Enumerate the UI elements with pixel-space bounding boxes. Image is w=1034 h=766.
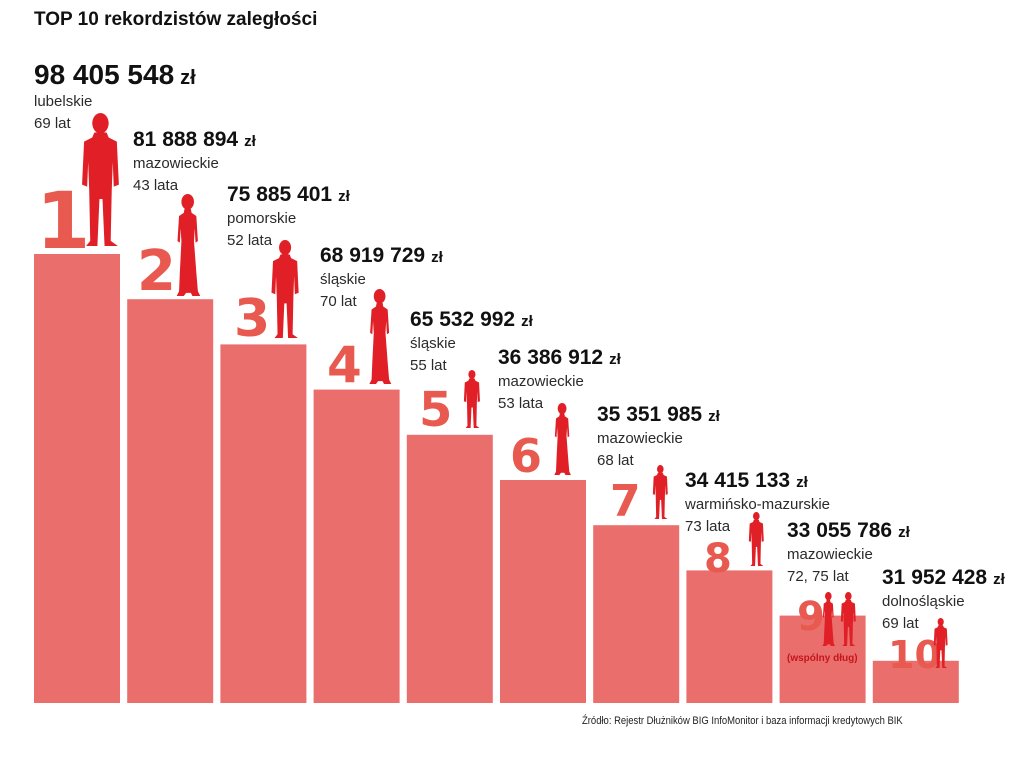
currency-label: zł <box>180 67 196 89</box>
region-label: mazowieckie <box>498 373 584 390</box>
bar-rank-2 <box>127 299 214 703</box>
region-label: pomorskie <box>227 210 296 227</box>
rank-number: 8 <box>704 536 732 582</box>
shared-debt-note: (wspólny dług) <box>787 653 858 664</box>
currency-label: zł <box>708 408 721 425</box>
currency-label: zł <box>244 133 257 150</box>
amount-label: 33 055 786 <box>787 519 892 542</box>
rank-number: 5 <box>419 382 452 438</box>
age-label: 68 lat <box>597 452 635 469</box>
woman-figure-icon <box>176 194 201 296</box>
woman-figure-icon <box>822 592 835 646</box>
amount-label: 31 952 428 <box>882 566 987 589</box>
age-label: 73 lata <box>685 518 731 535</box>
region-label: dolnośląskie <box>882 593 965 610</box>
rank-number: 7 <box>610 476 641 527</box>
amount-label: 75 885 401 <box>227 183 332 206</box>
currency-label: zł <box>338 188 351 205</box>
currency-label: zł <box>898 524 911 541</box>
rank-number: 1 <box>36 177 90 267</box>
bar-rank-6 <box>500 480 586 703</box>
rank-number: 10 <box>888 633 941 677</box>
region-label: mazowieckie <box>787 546 873 563</box>
man-figure-icon <box>933 618 948 668</box>
region-label: mazowieckie <box>597 430 683 447</box>
woman-figure-icon <box>554 403 571 475</box>
source-note: Źródło: Rejestr Dłużników BIG InfoMonito… <box>582 715 903 727</box>
bar-rank-8 <box>686 570 773 703</box>
region-label: lubelskie <box>34 93 92 110</box>
amount-label: 68 919 729 <box>320 244 425 267</box>
age-label: 69 lat <box>34 115 72 132</box>
rank-number: 6 <box>510 429 542 483</box>
currency-label: zł <box>609 351 622 368</box>
amount-label: 98 405 548 <box>34 59 174 90</box>
man-figure-icon <box>463 370 480 428</box>
man-figure-icon <box>840 592 856 646</box>
man-figure-icon <box>748 512 764 566</box>
bar-rank-5 <box>406 434 493 703</box>
region-label: warmińsko-mazurskie <box>684 496 830 513</box>
region-label: śląskie <box>320 271 366 288</box>
currency-label: zł <box>796 474 809 491</box>
currency-label: zł <box>431 249 444 266</box>
bar-rank-7 <box>593 525 680 703</box>
amount-label: 81 888 894 <box>133 128 238 151</box>
amount-label: 34 415 133 <box>685 469 790 492</box>
rank-number: 9 <box>797 594 825 640</box>
currency-label: zł <box>521 313 534 330</box>
woman-figure-icon <box>369 289 392 384</box>
man-figure-icon <box>82 113 119 246</box>
age-label: 53 lata <box>498 395 544 412</box>
rank-number: 3 <box>234 289 270 349</box>
age-label: 43 lata <box>133 177 179 194</box>
amount-label: 65 532 992 <box>410 308 515 331</box>
chart-title: TOP 10 rekordzistów zaległości <box>34 9 318 30</box>
amount-label: 36 386 912 <box>498 346 603 369</box>
age-label: 70 lat <box>320 293 358 310</box>
region-label: śląskie <box>410 335 456 352</box>
rank-number: 4 <box>327 336 362 394</box>
bar-rank-3 <box>220 344 307 703</box>
man-figure-icon <box>271 240 299 338</box>
bar-rank-1 <box>34 254 120 703</box>
man-figure-icon <box>652 465 668 519</box>
currency-label: zł <box>993 571 1006 588</box>
age-label: 72, 75 lat <box>787 568 850 585</box>
region-label: mazowieckie <box>133 155 219 172</box>
amount-label: 35 351 985 <box>597 403 702 426</box>
rank-number: 2 <box>137 239 176 304</box>
age-label: 55 lat <box>410 357 448 374</box>
age-label: 52 lata <box>227 232 273 249</box>
bar-rank-4 <box>313 389 400 703</box>
age-label: 69 lat <box>882 615 920 632</box>
